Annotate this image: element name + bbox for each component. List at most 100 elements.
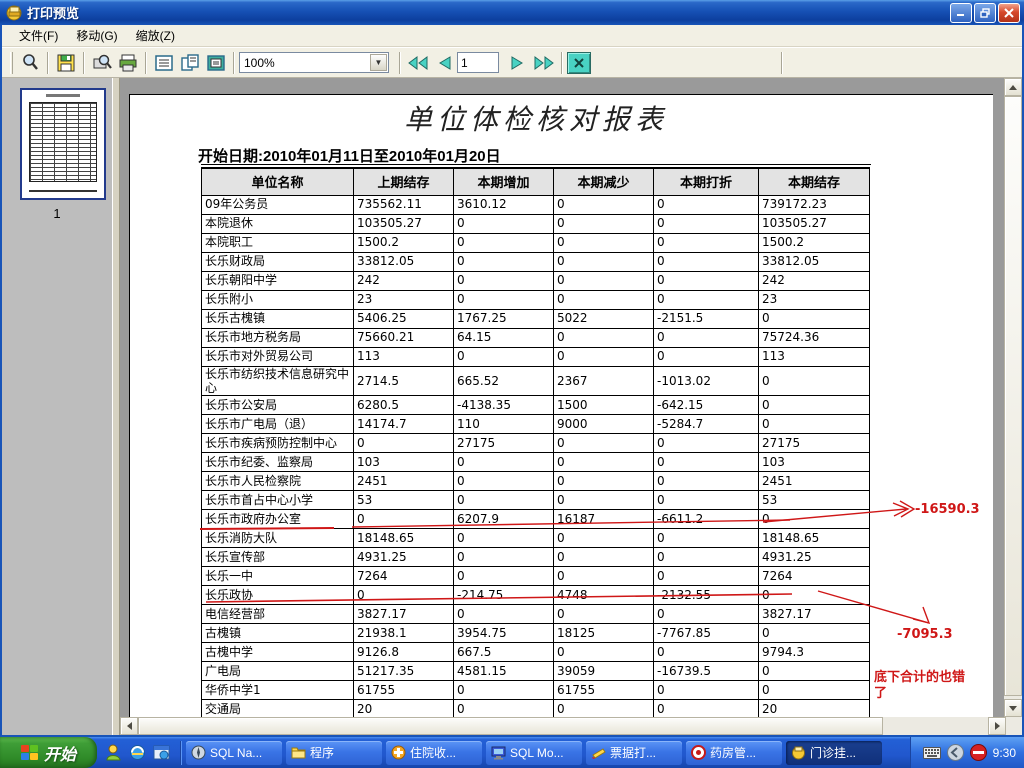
- toolbar-separator: [399, 51, 401, 74]
- table-row: 长乐市纪委、监察局 103 0 0 0 103: [201, 452, 870, 473]
- table-cell: 2451: [353, 471, 454, 492]
- table-cell: 51217.35: [353, 661, 454, 682]
- quick-launch: [97, 744, 178, 761]
- preview-workspace: 1 单位体检核对报表 开始日期:2010年01月11日至2010年01月20日 …: [2, 78, 1022, 735]
- scroll-left-icon[interactable]: [120, 717, 138, 735]
- folder-icon: [291, 747, 306, 759]
- menu-bar: 文件(F) 移动(G) 缩放(Z): [2, 25, 1022, 47]
- print-icon[interactable]: [115, 51, 141, 75]
- taskbar-task-6[interactable]: 门诊挂...: [786, 740, 882, 765]
- taskbar-task-2[interactable]: 住院收...: [386, 740, 482, 765]
- table-cell: 4931.25: [353, 547, 454, 568]
- stop-icon[interactable]: [969, 744, 987, 761]
- explorer-icon[interactable]: [153, 744, 170, 761]
- zoom-select[interactable]: 100% ▼: [239, 52, 389, 73]
- ie-icon[interactable]: [129, 744, 146, 761]
- table-cell: 0: [758, 509, 870, 530]
- horizontal-scrollbar[interactable]: [120, 717, 1006, 735]
- table-cell: 18148.65: [353, 528, 454, 549]
- table-cell: 3954.75: [453, 623, 554, 644]
- table-cell: 交通局: [201, 699, 354, 717]
- scroll-down-icon[interactable]: [1004, 699, 1022, 717]
- start-button[interactable]: 开始: [0, 737, 97, 768]
- table-row: 长乐市对外贸易公司 113 0 0 0 113: [201, 346, 870, 367]
- start-label: 开始: [43, 746, 76, 764]
- save-icon[interactable]: [53, 51, 79, 75]
- table-cell: 33812.05: [353, 251, 454, 272]
- prev-page-icon[interactable]: [431, 51, 457, 75]
- menu-item-2[interactable]: 缩放(Z): [135, 29, 175, 43]
- first-page-icon[interactable]: [405, 51, 431, 75]
- page-width-icon[interactable]: [203, 51, 229, 75]
- table-cell: 3827.17: [353, 604, 454, 625]
- keyboard-icon[interactable]: [922, 746, 941, 759]
- task-label: 程序: [310, 746, 335, 760]
- table-cell: 20: [353, 699, 454, 717]
- taskbar-task-5[interactable]: 药房管...: [686, 740, 782, 765]
- table-cell: 0: [653, 452, 759, 473]
- monitor-icon: [491, 746, 506, 760]
- print-preview-icon[interactable]: [89, 51, 115, 75]
- last-page-icon[interactable]: [531, 51, 557, 75]
- toolbar-separator: [47, 51, 49, 74]
- table-row: 长乐朝阳中学 242 0 0 0 242: [201, 270, 870, 291]
- table-cell: 14174.7: [353, 414, 454, 435]
- table-row: 长乐政协 0 -214.75 4748 -2132.55 0: [201, 585, 870, 606]
- table-cell: 0: [453, 471, 554, 492]
- page-thumbnail[interactable]: [20, 88, 106, 200]
- table-row: 长乐附小 23 0 0 0 23: [201, 289, 870, 310]
- table-cell: 长乐市纪委、监察局: [201, 452, 354, 473]
- messenger-icon[interactable]: [105, 744, 122, 761]
- table-cell: 0: [653, 642, 759, 663]
- table-cell: 0: [758, 308, 870, 329]
- table-cell: 0: [653, 528, 759, 549]
- table-cell: 长乐市疾病预防控制中心: [201, 433, 354, 454]
- scroll-right-icon[interactable]: [988, 717, 1006, 735]
- toolbar-grip[interactable]: [10, 51, 13, 74]
- table-cell: -2132.55: [653, 585, 759, 606]
- compass-icon: [191, 745, 206, 760]
- chevron-down-icon[interactable]: ▼: [370, 54, 387, 71]
- horizontal-scroll-thumb[interactable]: [138, 717, 883, 735]
- column-header: 单位名称: [201, 167, 354, 196]
- menu-item-0[interactable]: 文件(F): [19, 29, 59, 43]
- vertical-scroll-thumb[interactable]: [1004, 96, 1022, 696]
- table-cell: 20: [758, 699, 870, 717]
- table-row: 长乐财政局 33812.05 0 0 0 33812.05: [201, 251, 870, 272]
- table-cell: 0: [653, 604, 759, 625]
- table-cell: 0: [553, 566, 654, 587]
- taskbar-task-0[interactable]: SQL Na...: [186, 740, 282, 765]
- panel-divider[interactable]: [112, 78, 120, 735]
- zoom-icon[interactable]: [17, 51, 43, 75]
- table-cell: 2367: [553, 365, 654, 397]
- table-cell: 长乐一中: [201, 566, 354, 587]
- thumbnail-footer-line: [29, 190, 97, 192]
- table-cell: 39059: [553, 661, 654, 682]
- close-button[interactable]: [998, 2, 1020, 23]
- menu-item-1[interactable]: 移动(G): [76, 29, 118, 43]
- table-cell: 0: [758, 365, 870, 397]
- table-cell: 61755: [353, 680, 454, 701]
- table-cell: 长乐朝阳中学: [201, 270, 354, 291]
- scroll-up-icon[interactable]: [1004, 78, 1022, 96]
- close-preview-icon[interactable]: [567, 51, 591, 74]
- taskbar-task-3[interactable]: SQL Mo...: [486, 740, 582, 765]
- taskbar-task-1[interactable]: 程序: [286, 740, 382, 765]
- table-cell: 103: [758, 452, 870, 473]
- table-header-row: 单位名称 上期结存 本期增加 本期减少 本期打折 本期结存: [201, 167, 870, 196]
- report-page: 单位体检核对报表 开始日期:2010年01月11日至2010年01月20日 单位…: [129, 94, 993, 717]
- vertical-scrollbar[interactable]: [1004, 78, 1022, 735]
- page-number-input[interactable]: [457, 52, 499, 73]
- whole-page-icon[interactable]: [151, 51, 177, 75]
- taskbar-task-4[interactable]: 票据打...: [586, 740, 682, 765]
- multi-page-icon[interactable]: [177, 51, 203, 75]
- table-cell: 0: [653, 471, 759, 492]
- table-cell: 0: [758, 585, 870, 606]
- task-label: 门诊挂...: [810, 746, 857, 760]
- restore-button[interactable]: [974, 2, 996, 23]
- next-page-icon[interactable]: [505, 51, 531, 75]
- minimize-button[interactable]: [950, 2, 972, 23]
- table-row: 长乐市纺织技术信息研究中心 2714.5 665.52 2367 -1013.02 0: [201, 365, 870, 397]
- table-cell: 0: [758, 395, 870, 416]
- language-icon[interactable]: [946, 744, 964, 761]
